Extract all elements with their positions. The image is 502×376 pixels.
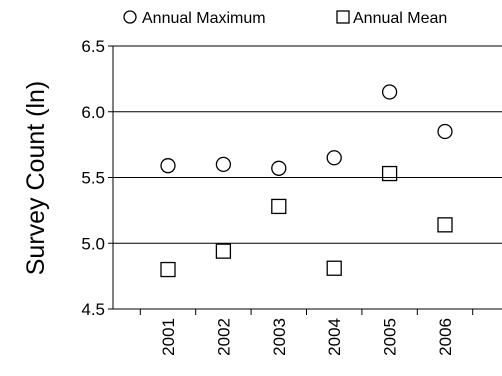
legend: Annual Maximum Annual Mean [123,10,447,27]
legend-marker-annual-mean [336,10,350,24]
y-axis-title: Survey Count (ln) [22,81,50,276]
point-annual-maximum [437,123,453,140]
point-annual-maximum [381,84,398,100]
point-annual-maximum [326,150,342,166]
y-tick-label: 5.0 [81,234,105,253]
y-tick-label: 4.5 [81,300,105,319]
x-tick-label: 2005 [381,318,400,356]
data-markers [160,84,453,278]
point-annual-mean [326,260,342,276]
legend-label-annual-maximum: Annual Maximum [142,10,266,27]
legend-marker-annual-maximum [123,10,137,24]
legend-label-annual-mean: Annual Mean [353,10,447,27]
x-tick-labels: 2001 2002 2003 2004 2005 2006 [159,318,455,356]
x-tick-label: 2004 [325,318,344,356]
y-tick-label: 5.5 [81,169,105,188]
x-axis [113,308,502,315]
gridlines [108,45,502,310]
point-annual-maximum [160,158,176,174]
x-tick-label: 2002 [214,318,233,356]
point-annual-mean [381,165,398,182]
x-tick-label: 2001 [159,318,178,356]
point-annual-mean [437,217,453,233]
point-annual-mean [160,261,176,278]
x-tick-label: 2006 [436,318,455,356]
y-tick-label: 6.5 [81,37,105,56]
point-annual-mean [215,243,232,259]
point-annual-maximum [215,156,232,173]
point-annual-mean [271,198,287,215]
y-tick-labels: 4.5 5.0 5.5 6.0 6.5 [81,37,105,319]
x-tick-label: 2003 [270,318,289,356]
y-tick-label: 6.0 [81,103,105,122]
point-annual-maximum [271,160,287,176]
